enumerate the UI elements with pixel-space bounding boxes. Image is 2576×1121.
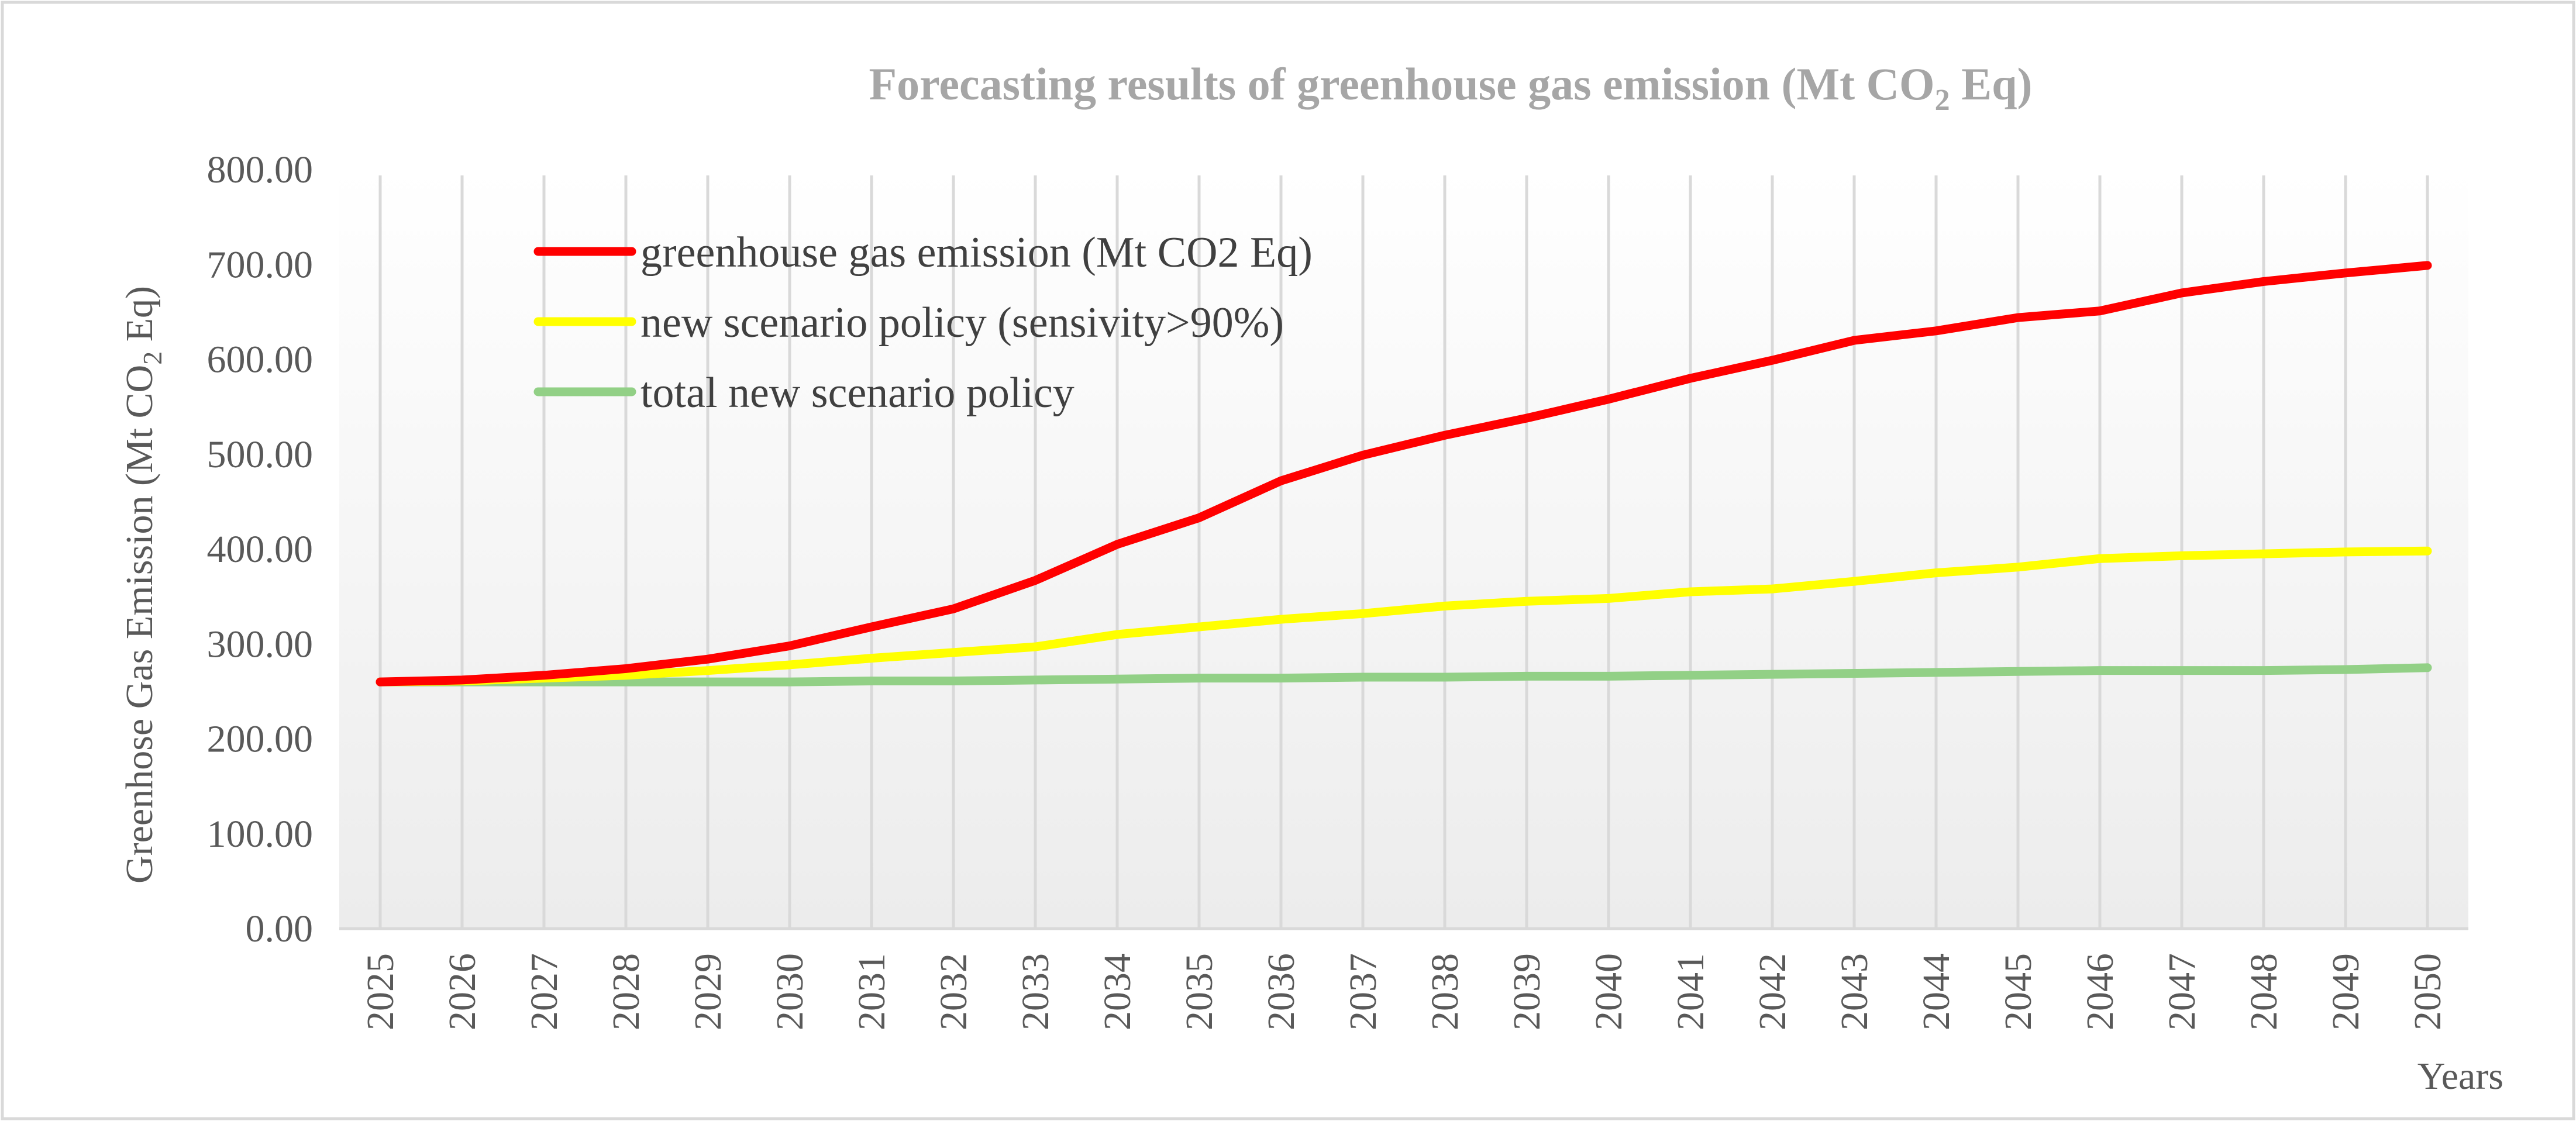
series-lines [376,261,2432,687]
y-axis-ticks: 0.00 100.00 200.00 300.00 400.00 500.00 600.00… [207,149,314,950]
x-tick-label-2032: 2032 [932,953,975,1030]
x-tick-label-2040: 2040 [1587,953,1630,1030]
x-tick-label-2027: 2027 [523,953,566,1030]
x-tick-label-2029: 2029 [687,953,729,1030]
x-tick-label-2031: 2031 [850,953,893,1030]
y-tick-label: 500.00 [207,433,314,476]
x-tick-label-2035: 2035 [1178,953,1221,1030]
x-tick-label-2042: 2042 [1751,953,1794,1030]
x-tick-label-2048: 2048 [2243,953,2285,1030]
legend-label-2: new scenario policy (sensivity>90%) [640,299,1284,347]
x-tick-label-2025: 2025 [359,953,402,1030]
x-tick-label-2034: 2034 [1096,953,1139,1030]
series-line-2 [376,546,2432,687]
chart-title: Forecasting results of greenhouse gas em… [869,58,2033,117]
x-axis-label: Years [2417,1055,2503,1098]
x-tick-label-2041: 2041 [1669,953,1712,1030]
y-tick-label: 800.00 [207,149,314,191]
x-tick-label-2030: 2030 [769,953,811,1030]
x-tick-label-2043: 2043 [1833,953,1876,1030]
series-line-1 [376,261,2432,687]
x-tick-label-2036: 2036 [1260,953,1303,1030]
legend-label-1: greenhouse gas emission (Mt CO2 Eq) [640,229,1313,277]
x-tick-label-2045: 2045 [1997,953,2040,1030]
y-tick-label: 0.00 [246,908,314,950]
x-tick-label-2046: 2046 [2079,953,2122,1030]
x-tick-label-2038: 2038 [1424,953,1466,1030]
x-tick-label-2050: 2050 [2406,953,2449,1030]
y-tick-label: 300.00 [207,623,314,665]
y-tick-label: 600.00 [207,339,314,381]
x-tick-label-2044: 2044 [1915,953,1958,1030]
y-tick-label: 200.00 [207,718,314,761]
x-axis-ticks: 2025 2026 2027 2028 2029 2030 2031 2032 2033 2034… [359,953,2449,1030]
legend: greenhouse gas emission (Mt CO2 Eq) new s… [533,229,1313,417]
legend-label-3: total new scenario policy [640,369,1075,417]
plot-area [339,170,2468,929]
x-tick-label-2028: 2028 [605,953,648,1030]
x-tick-label-2037: 2037 [1342,953,1385,1030]
x-tick-label-2039: 2039 [1506,953,1548,1030]
series-line-3 [376,663,2432,687]
x-tick-label-2047: 2047 [2161,953,2203,1030]
x-tick-label-2049: 2049 [2324,953,2367,1030]
x-tick-label-2026: 2026 [441,953,484,1030]
y-tick-label: 100.00 [207,813,314,856]
y-tick-label: 700.00 [207,243,314,286]
y-tick-label: 400.00 [207,528,314,571]
x-tick-label-2033: 2033 [1014,953,1057,1030]
y-axis-label: Greenhose Gas Emission (Mt CO2 Eq) [118,286,167,884]
